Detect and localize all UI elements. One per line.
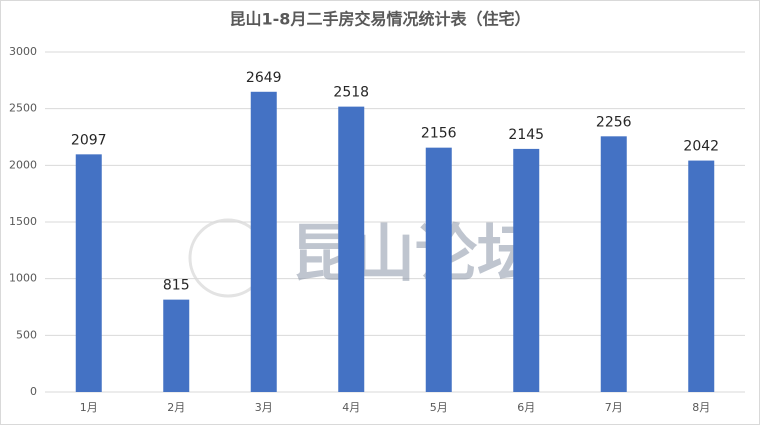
x-tick-label: 7月 bbox=[605, 401, 623, 414]
data-label: 2649 bbox=[246, 70, 282, 86]
bar bbox=[75, 154, 102, 392]
bar bbox=[688, 160, 715, 392]
x-tick-label: 1月 bbox=[80, 401, 98, 414]
bar bbox=[338, 106, 365, 393]
y-tick-label: 1000 bbox=[9, 272, 37, 285]
data-label: 2097 bbox=[71, 132, 107, 148]
x-tick-label: 8月 bbox=[692, 401, 710, 414]
y-tick-label: 2000 bbox=[9, 158, 37, 171]
x-tick-label: 5月 bbox=[430, 401, 448, 414]
bar bbox=[163, 299, 190, 392]
x-tick-label: 2月 bbox=[167, 401, 185, 414]
data-label: 2518 bbox=[333, 85, 369, 101]
data-label: 2156 bbox=[421, 126, 457, 142]
data-label: 815 bbox=[163, 278, 190, 294]
bar bbox=[600, 136, 627, 392]
y-tick-label: 3000 bbox=[9, 45, 37, 58]
data-label: 2042 bbox=[683, 139, 719, 155]
bar bbox=[513, 148, 540, 392]
x-tick-label: 3月 bbox=[255, 401, 273, 414]
chart-title: 昆山1-8月二手房交易情况统计表（住宅） bbox=[230, 10, 531, 29]
y-tick-label: 1500 bbox=[9, 215, 37, 228]
x-tick-label: 4月 bbox=[342, 401, 360, 414]
y-tick-label: 2500 bbox=[9, 102, 37, 115]
data-label: 2145 bbox=[508, 127, 544, 143]
y-tick-label: 500 bbox=[16, 328, 37, 341]
data-label: 2256 bbox=[596, 114, 632, 130]
watermark: 昆山论坛 bbox=[291, 217, 539, 290]
bar bbox=[425, 147, 452, 392]
y-tick-label: 0 bbox=[30, 385, 37, 398]
bar bbox=[250, 91, 277, 392]
x-tick-label: 6月 bbox=[517, 401, 535, 414]
